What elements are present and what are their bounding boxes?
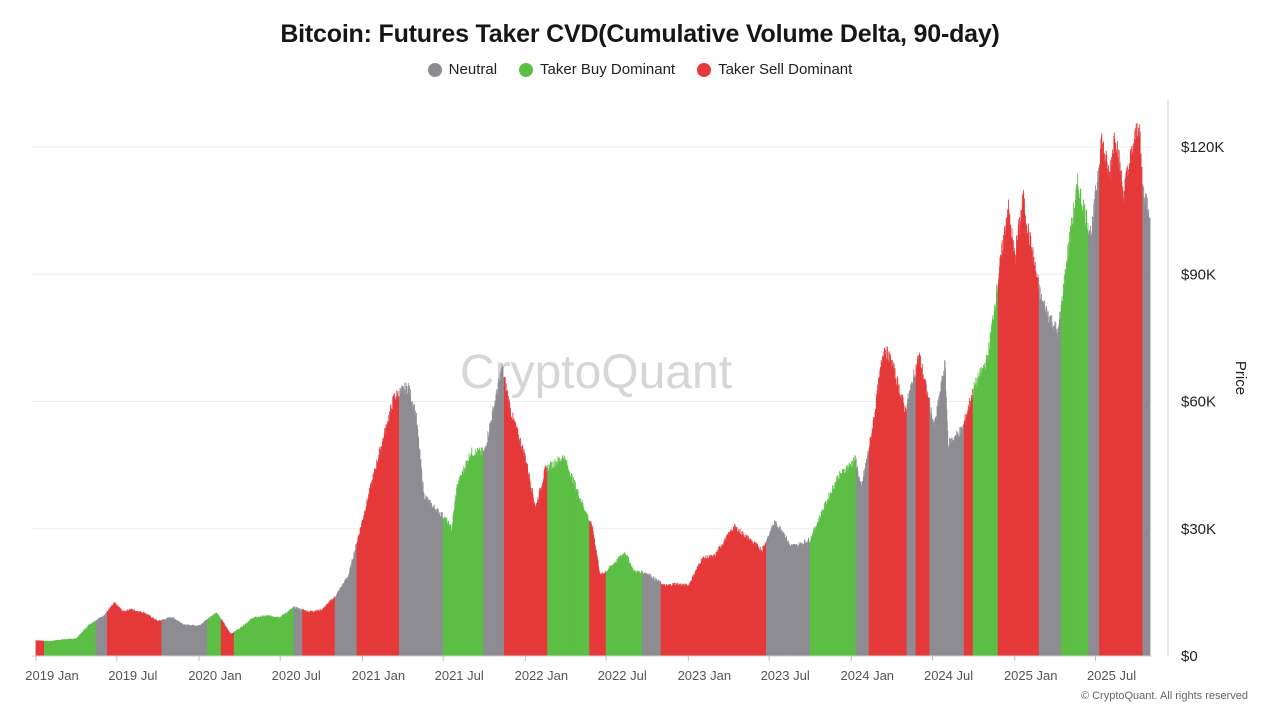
y-tick-label: $90K xyxy=(1181,266,1216,283)
x-tick-label: 2023 Jul xyxy=(761,668,810,683)
x-tick-label: 2022 Jan xyxy=(515,668,569,683)
x-tick-label: 2020 Jan xyxy=(188,668,242,683)
x-tick-label: 2025 Jul xyxy=(1087,668,1136,683)
chart-legend: Neutral Taker Buy Dominant Taker Sell Do… xyxy=(0,61,1280,78)
copyright-notice: © CryptoQuant. All rights reserved xyxy=(1080,690,1248,702)
y-axis-ticks: $0 $30K $60K $90K $120K xyxy=(1181,139,1224,665)
legend-swatch-taker-sell xyxy=(697,62,712,77)
legend-label-neutral: Neutral xyxy=(448,61,498,78)
legend-item-taker-buy[interactable]: Taker Buy Dominant xyxy=(519,61,675,78)
x-tick-label: 2021 Jan xyxy=(352,668,406,683)
legend-label-taker-buy: Taker Buy Dominant xyxy=(540,61,676,78)
x-axis-ticks: 2019 Jan 2019 Jul 2020 Jan 2020 Jul 2021 Jan… xyxy=(25,656,1136,683)
x-tick-label: 2019 Jul xyxy=(108,668,157,683)
legend-swatch-taker-buy xyxy=(519,62,534,77)
x-tick-label: 2019 Jan xyxy=(25,668,79,683)
y-tick-label: $0 xyxy=(1181,648,1198,665)
price-bars xyxy=(35,123,1151,656)
y-axis-label: Price xyxy=(1232,361,1249,395)
y-tick-label: $30K xyxy=(1181,521,1216,538)
legend-label-taker-sell: Taker Sell Dominant xyxy=(718,61,853,78)
x-tick-label: 2022 Jul xyxy=(598,668,647,683)
x-tick-label: 2024 Jul xyxy=(924,668,973,683)
y-tick-label: $60K xyxy=(1181,394,1216,411)
y-tick-label: $120K xyxy=(1181,139,1224,156)
x-tick-label: 2023 Jan xyxy=(678,668,732,683)
legend-item-taker-sell[interactable]: Taker Sell Dominant xyxy=(697,61,852,78)
legend-item-neutral[interactable]: Neutral xyxy=(427,61,498,78)
x-tick-label: 2020 Jul xyxy=(272,668,321,683)
chart-title: Bitcoin: Futures Taker CVD(Cumulative Vo… xyxy=(280,20,1000,48)
x-tick-label: 2025 Jan xyxy=(1004,668,1058,683)
legend-swatch-neutral xyxy=(427,62,442,77)
x-tick-label: 2021 Jul xyxy=(435,668,484,683)
x-tick-label: 2024 Jan xyxy=(841,668,895,683)
